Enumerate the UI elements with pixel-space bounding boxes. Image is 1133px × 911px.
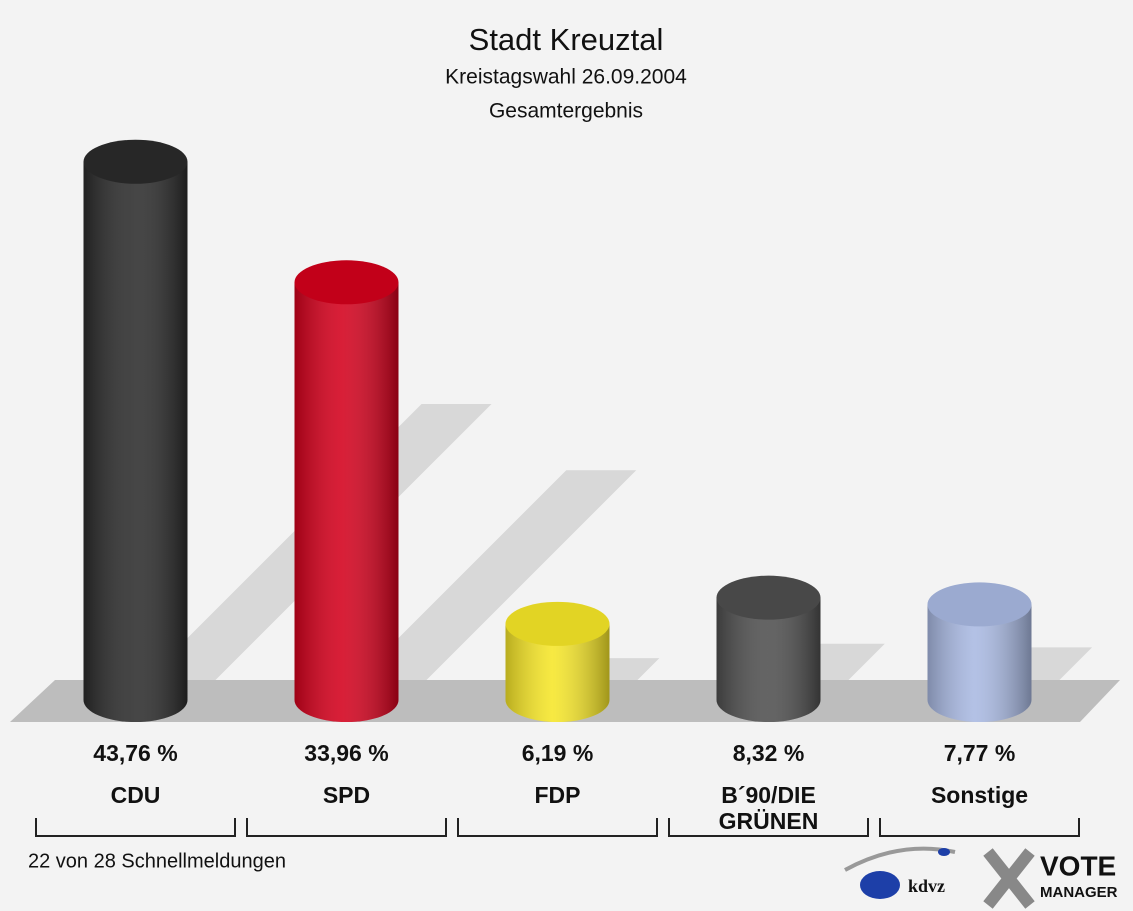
value-label: 8,32 % bbox=[733, 740, 805, 766]
x-tick-label: FDP bbox=[535, 782, 581, 808]
x-tick-label: SPD bbox=[323, 782, 370, 808]
value-label: 33,96 % bbox=[304, 740, 388, 766]
bar-shadow bbox=[336, 470, 637, 700]
logo-text: kdvz bbox=[908, 876, 945, 896]
category-bracket bbox=[457, 818, 658, 837]
bar-cap bbox=[716, 575, 821, 620]
x-tick-label: Sonstige bbox=[931, 782, 1028, 808]
value-label: 7,77 % bbox=[944, 740, 1016, 766]
category-bracket bbox=[879, 818, 1080, 837]
logo: kdvz VOTE MANAGER bbox=[844, 846, 1118, 909]
chart-subtitle: Kreistagswahl 26.09.2004 bbox=[445, 66, 687, 89]
bar-cap-shade bbox=[294, 260, 399, 305]
bar-cap-shade bbox=[927, 582, 1032, 627]
logo-text: MANAGER bbox=[1040, 884, 1118, 901]
bar-cap bbox=[294, 260, 399, 305]
category-bracket bbox=[668, 818, 869, 837]
bar-shade bbox=[294, 282, 399, 700]
chart-title: Stadt Kreuztal bbox=[469, 22, 664, 57]
value-label: 43,76 % bbox=[93, 740, 177, 766]
bar-cap bbox=[927, 582, 1032, 627]
bar-shade bbox=[83, 161, 188, 700]
logo-dot bbox=[938, 848, 950, 856]
category-bracket bbox=[246, 818, 447, 837]
bar-cap bbox=[83, 139, 188, 184]
value-label: 6,19 % bbox=[522, 740, 594, 766]
bar-cap-shade bbox=[716, 575, 821, 620]
bar-cap-shade bbox=[83, 139, 188, 184]
logo-x bbox=[983, 848, 1035, 909]
x-tick-label: B´90/DIE GRÜNEN bbox=[719, 782, 819, 834]
logo-text: VOTE bbox=[1040, 850, 1116, 881]
chart-subtitle: Gesamtergebnis bbox=[489, 100, 643, 123]
footer-note: 22 von 28 Schnellmeldungen bbox=[28, 850, 286, 872]
bar-cap bbox=[505, 601, 610, 646]
category-bracket bbox=[35, 818, 236, 837]
x-tick-label: CDU bbox=[111, 782, 161, 808]
bar-cap-shade bbox=[505, 601, 610, 646]
logo-ball bbox=[860, 871, 900, 899]
